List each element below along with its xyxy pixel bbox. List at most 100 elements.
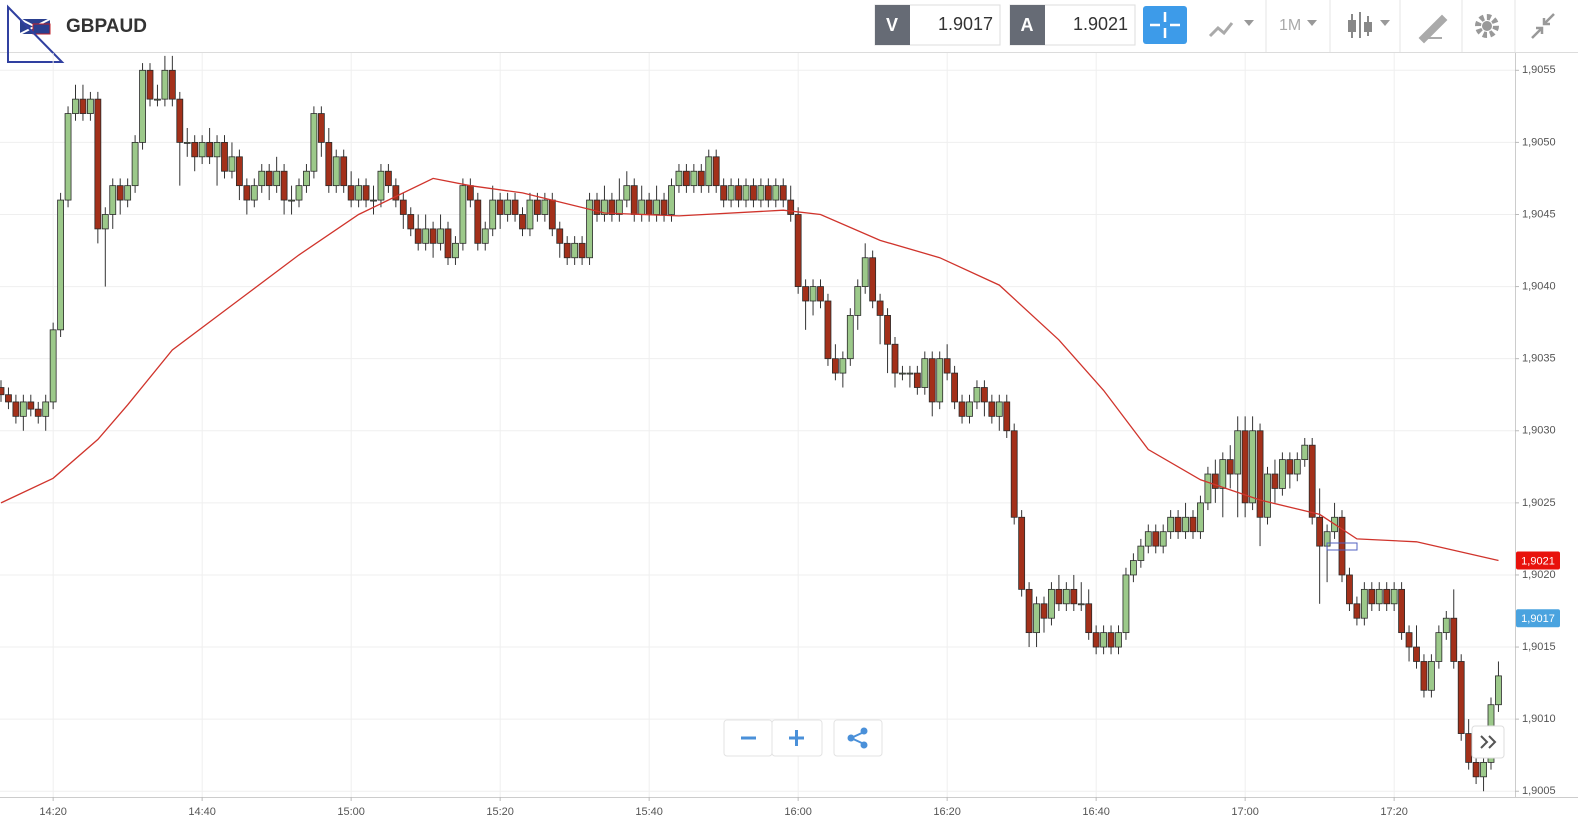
candle-body bbox=[116, 185, 124, 201]
candle-body bbox=[168, 69, 176, 100]
candle-body bbox=[861, 257, 869, 287]
share-button[interactable] bbox=[833, 719, 883, 757]
candle-body bbox=[407, 214, 415, 230]
candle-body bbox=[183, 141, 191, 144]
candle-body bbox=[556, 228, 564, 244]
symbol: GBPAUD bbox=[66, 16, 147, 37]
candle-body bbox=[697, 170, 705, 187]
candle-body bbox=[1316, 516, 1324, 547]
candle-body bbox=[1301, 444, 1309, 461]
candle-body bbox=[735, 185, 742, 201]
candle-body bbox=[1122, 574, 1130, 634]
candle-body bbox=[19, 401, 27, 417]
y-tick-label: 1,9030 bbox=[1522, 425, 1556, 437]
candle-body bbox=[191, 141, 199, 158]
candle-body bbox=[764, 185, 772, 201]
candle-body bbox=[1480, 761, 1487, 778]
candle-body bbox=[958, 401, 966, 417]
candle-body bbox=[645, 199, 653, 215]
candle-body bbox=[5, 394, 12, 403]
candle-body bbox=[1085, 603, 1093, 634]
candle-body bbox=[414, 228, 422, 244]
candle-body bbox=[1472, 761, 1480, 778]
settings-icon-core bbox=[1482, 21, 1492, 31]
candle-body bbox=[995, 401, 1003, 417]
draw-icon[interactable] bbox=[1418, 14, 1448, 44]
candle-body bbox=[846, 315, 854, 360]
candle-body bbox=[1033, 603, 1040, 634]
candle-body bbox=[563, 242, 571, 259]
timeframe[interactable]: 1M bbox=[1279, 17, 1301, 34]
price-tag-label: 1,9017 bbox=[1521, 613, 1555, 625]
candle-body bbox=[1055, 588, 1063, 605]
candle-body bbox=[906, 372, 914, 375]
candle-body bbox=[653, 199, 660, 215]
candle-body bbox=[452, 242, 459, 259]
candle-body bbox=[727, 185, 735, 201]
candle-body bbox=[64, 113, 72, 201]
caret bbox=[1380, 20, 1390, 26]
candle-body bbox=[72, 98, 79, 114]
x-tick-label: 16:00 bbox=[784, 806, 812, 818]
crosshair-button[interactable] bbox=[1143, 6, 1187, 44]
price-tag bbox=[1516, 551, 1560, 570]
flag-part bbox=[32, 23, 51, 35]
candle-body bbox=[325, 141, 333, 187]
candle-body bbox=[690, 170, 698, 187]
candle-body bbox=[12, 401, 20, 417]
candle-body bbox=[981, 387, 988, 403]
caret bbox=[1307, 20, 1317, 26]
candle-body bbox=[1495, 675, 1502, 706]
candle-body bbox=[42, 401, 50, 417]
candle-body bbox=[832, 358, 839, 374]
candle-body bbox=[1130, 560, 1137, 576]
order-marker bbox=[1326, 542, 1358, 551]
candle-body bbox=[1159, 531, 1167, 547]
settings-icon[interactable] bbox=[1475, 14, 1499, 38]
candle-body bbox=[802, 286, 809, 302]
candle-body bbox=[235, 156, 243, 187]
bid-label-box bbox=[875, 5, 910, 45]
candle-body bbox=[943, 358, 951, 374]
candle-body bbox=[913, 372, 921, 388]
collapse-icon[interactable] bbox=[1531, 13, 1555, 39]
candle-body bbox=[258, 170, 266, 187]
candle-body bbox=[437, 228, 444, 244]
candle-body bbox=[265, 170, 273, 187]
candle-body bbox=[891, 343, 899, 374]
candle-body bbox=[496, 199, 504, 215]
candle-body bbox=[1360, 588, 1368, 619]
candle-body bbox=[571, 242, 579, 259]
candle-body bbox=[779, 185, 787, 201]
y-tick-label: 1,9045 bbox=[1522, 208, 1556, 220]
ask-price: 1.9021 bbox=[1073, 14, 1128, 34]
candle-body bbox=[1003, 401, 1011, 432]
x-tick-label: 16:20 bbox=[933, 806, 961, 818]
candle-body bbox=[750, 185, 757, 201]
candle-body bbox=[362, 185, 370, 201]
candle-body bbox=[928, 358, 936, 403]
candle-body bbox=[124, 185, 132, 201]
candle-body bbox=[608, 199, 616, 215]
candle-body bbox=[1368, 588, 1376, 605]
candle-body bbox=[720, 185, 728, 201]
share-dot bbox=[860, 727, 868, 735]
candle-body bbox=[57, 199, 64, 331]
candle-body bbox=[288, 199, 295, 202]
chart-type-icon[interactable] bbox=[1208, 22, 1234, 38]
candle-body bbox=[504, 199, 512, 215]
candle-body bbox=[794, 214, 802, 287]
candle-body bbox=[198, 141, 206, 158]
x-tick-label: 17:20 bbox=[1380, 806, 1408, 818]
candle-body bbox=[541, 199, 549, 215]
x-tick-label: 17:00 bbox=[1231, 806, 1259, 818]
x-tick-label: 16:40 bbox=[1082, 806, 1110, 818]
candle-body bbox=[1100, 632, 1107, 648]
candle-body bbox=[161, 69, 169, 100]
candle-body bbox=[586, 199, 593, 259]
candle-body bbox=[466, 185, 474, 201]
candle-body bbox=[1211, 473, 1219, 489]
candle-body bbox=[511, 199, 519, 215]
